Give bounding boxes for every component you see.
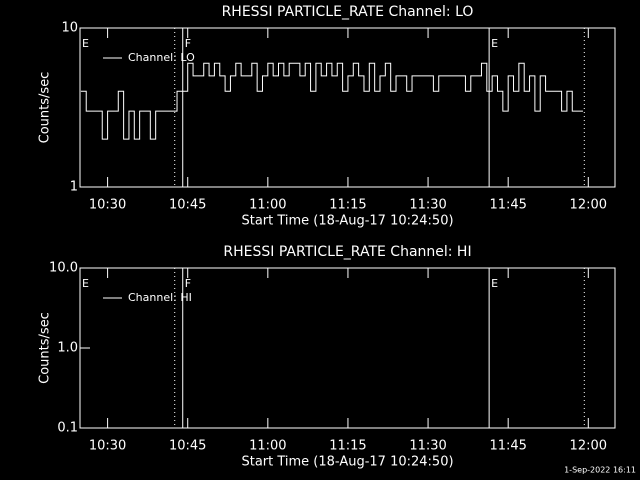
data-line (80, 62, 583, 140)
chart-title: RHESSI PARTICLE_RATE Channel: HI (223, 244, 471, 260)
x-tick-label: 10:45 (169, 439, 206, 454)
x-tick-label: 11:30 (409, 198, 446, 213)
y-axis-label: Counts/sec (38, 312, 53, 384)
x-tick-label: 12:00 (570, 198, 607, 213)
x-tick-label: 10:30 (89, 198, 126, 213)
legend-label: Channel: HI (128, 291, 192, 304)
flag-label: F (185, 37, 191, 50)
x-tick-label: 11:15 (329, 198, 366, 213)
x-tick-label: 12:00 (570, 439, 607, 454)
flag-label: E (491, 37, 498, 50)
y-tick-label: 1.0 (57, 341, 78, 356)
y-tick-label: 10.0 (49, 261, 78, 276)
x-tick-label: 11:00 (249, 198, 286, 213)
x-tick-label: 11:30 (409, 439, 446, 454)
x-tick-label: 11:15 (329, 439, 366, 454)
chart-title: RHESSI PARTICLE_RATE Channel: LO (222, 4, 474, 20)
y-axis-label: Counts/sec (38, 72, 53, 144)
legend-label: Channel: LO (128, 51, 195, 64)
x-tick-label: 11:00 (249, 439, 286, 454)
x-axis-label: Start Time (18-Aug-17 10:24:50) (241, 214, 453, 229)
flag-label: E (82, 277, 89, 290)
x-tick-label: 10:45 (169, 198, 206, 213)
x-tick-label: 11:45 (489, 198, 526, 213)
x-tick-label: 11:45 (489, 439, 526, 454)
flag-label: F (185, 277, 191, 290)
x-tick-label: 10:30 (89, 439, 126, 454)
y-tick-label: 1 (70, 180, 78, 195)
footer: 1-Sep-2022 16:11 (564, 466, 636, 475)
y-tick-label: 0.1 (57, 421, 78, 436)
y-tick-label: 10 (61, 21, 78, 36)
flag-label: E (491, 277, 498, 290)
x-axis-label: Start Time (18-Aug-17 10:24:50) (241, 455, 453, 470)
flag-label: E (82, 37, 89, 50)
